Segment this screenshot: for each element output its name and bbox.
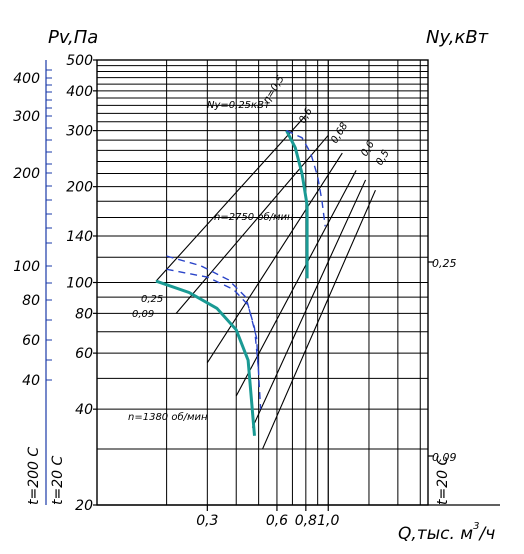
y-tick-label: 400 bbox=[66, 84, 93, 100]
y-tick-label: 200 bbox=[66, 180, 93, 196]
efficiency-label: 0,5 bbox=[374, 148, 392, 167]
x-axis-title-main: Q,тыс. м bbox=[398, 524, 473, 544]
efficiency-ray bbox=[262, 189, 376, 450]
x-tick-label: 0,8 bbox=[295, 513, 317, 529]
y-tick-label: 20 bbox=[75, 498, 93, 514]
chart-axes bbox=[45, 59, 500, 511]
series-pressure_2750 bbox=[285, 129, 309, 279]
y2-axis-title: Ny,кВт bbox=[426, 27, 489, 48]
series-power_1380_b bbox=[166, 268, 262, 410]
efficiency-ray bbox=[206, 152, 343, 363]
left-scale-label: 40 bbox=[22, 373, 40, 389]
left-scale-label: 200 bbox=[13, 166, 40, 182]
power-label-low-a: 0,25 bbox=[141, 294, 163, 305]
left-scale-label: 400 bbox=[13, 71, 40, 87]
efficiency-ray bbox=[155, 114, 307, 282]
y-axis-title: Pv,Па bbox=[48, 27, 98, 48]
efficiency-label: 0,6 bbox=[359, 139, 377, 158]
speed-label-low: n=1380 об/мин bbox=[128, 411, 208, 423]
x-tick-label: 0,6 bbox=[266, 513, 288, 529]
chart-series bbox=[155, 129, 326, 436]
left-scale-label: 60 bbox=[22, 333, 40, 349]
efficiency-label: 0,68 bbox=[329, 121, 350, 146]
y-tick-label: 140 bbox=[66, 229, 93, 245]
y-tick-label: 300 bbox=[66, 124, 93, 140]
efficiency-rays bbox=[155, 114, 376, 450]
series-power_2750 bbox=[286, 129, 326, 227]
chart-labels: 20 40 60 80 100 140 200 300 400 500 0,3 0,6 0,8 1,0 40… bbox=[13, 27, 495, 544]
series-power_1380_a bbox=[166, 255, 260, 371]
x-axis-title-tail: /ч bbox=[477, 524, 495, 544]
power-label-low-b: 0,09 bbox=[132, 309, 154, 320]
efficiency-ray bbox=[251, 179, 367, 428]
left-scale-label: 80 bbox=[22, 293, 40, 309]
power-tick-label: 0,09 bbox=[432, 451, 457, 464]
speed-label-high: n=2750 об/мин bbox=[214, 211, 294, 223]
y-tick-label: 80 bbox=[75, 306, 93, 322]
chart-grid bbox=[96, 59, 428, 506]
series-pressure_1380 bbox=[155, 279, 256, 436]
left-scale-label: 100 bbox=[13, 259, 40, 275]
power-label-high: Ny=0,25кВт bbox=[207, 100, 271, 111]
efficiency-ray bbox=[175, 134, 329, 314]
right-t20-label: t=20 С bbox=[435, 456, 451, 505]
efficiency-label: η=0,5 bbox=[261, 74, 287, 106]
x-tick-label: 0,3 bbox=[196, 513, 218, 529]
power-tick-label: 0,25 bbox=[432, 257, 457, 270]
y-tick-label: 100 bbox=[66, 276, 93, 292]
y-tick-label: 500 bbox=[66, 53, 93, 69]
y-tick-label: 60 bbox=[75, 346, 93, 362]
y-tick-label: 40 bbox=[75, 402, 93, 418]
x-tick-label: 1,0 bbox=[317, 513, 339, 529]
left-scale-label: 300 bbox=[13, 109, 40, 125]
efficiency-ray bbox=[235, 170, 357, 397]
x-axis-title-sup: 3 bbox=[473, 521, 479, 532]
t200-label: t=200 С bbox=[26, 447, 42, 505]
x-axis-title: Q,тыс. м3/ч bbox=[398, 521, 495, 544]
t20-label: t=20 С bbox=[50, 456, 66, 505]
